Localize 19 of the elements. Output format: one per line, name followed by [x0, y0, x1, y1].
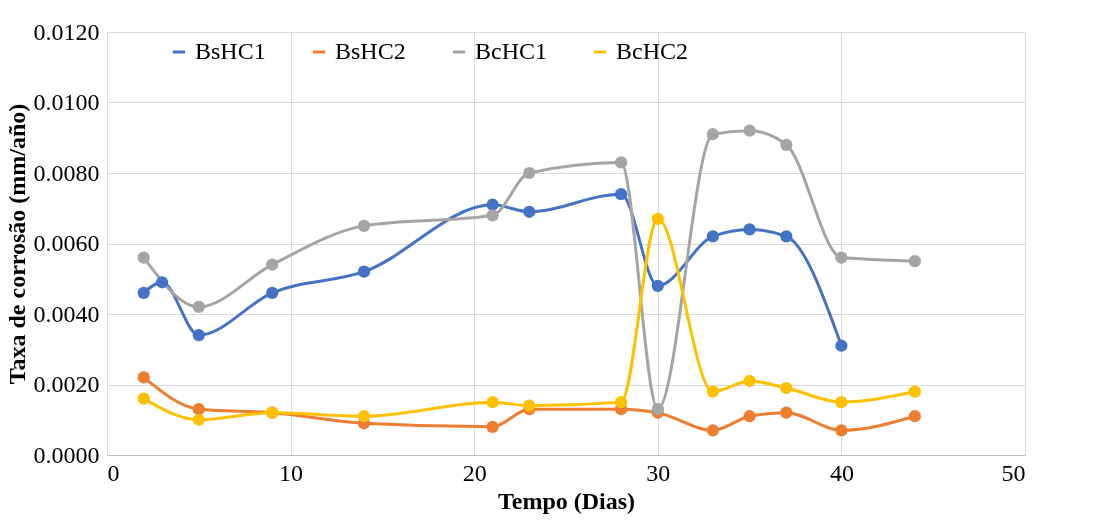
legend-label: BcHC2 — [616, 38, 688, 64]
x-tick-label: 10 — [279, 459, 304, 486]
y-tick-label: 0.0020 — [33, 371, 100, 397]
y-tick-label: 0.0080 — [33, 159, 100, 186]
legend-label: BcHC1 — [475, 38, 547, 64]
x-tick-label: 20 — [462, 459, 487, 486]
y-axis-title: Taxa de corrosão (mm/año) — [3, 103, 30, 385]
y-tick-label: 0.0000 — [33, 441, 100, 468]
legend-label: BsHC2 — [335, 38, 406, 64]
y-tick-label: 0.0060 — [33, 230, 100, 256]
y-tick-label: 0.0040 — [33, 300, 100, 327]
x-tick-label: 0 — [107, 459, 120, 486]
legend-label: BsHC1 — [195, 38, 266, 64]
x-tick-label: 30 — [646, 459, 671, 486]
y-tick-label: 0.0120 — [33, 18, 100, 45]
x-axis-title: Tempo (Dias) — [497, 487, 636, 514]
x-tick-label: 50 — [1001, 459, 1026, 486]
x-tick-label: 40 — [829, 459, 854, 486]
y-tick-label: 0.0100 — [33, 89, 100, 115]
